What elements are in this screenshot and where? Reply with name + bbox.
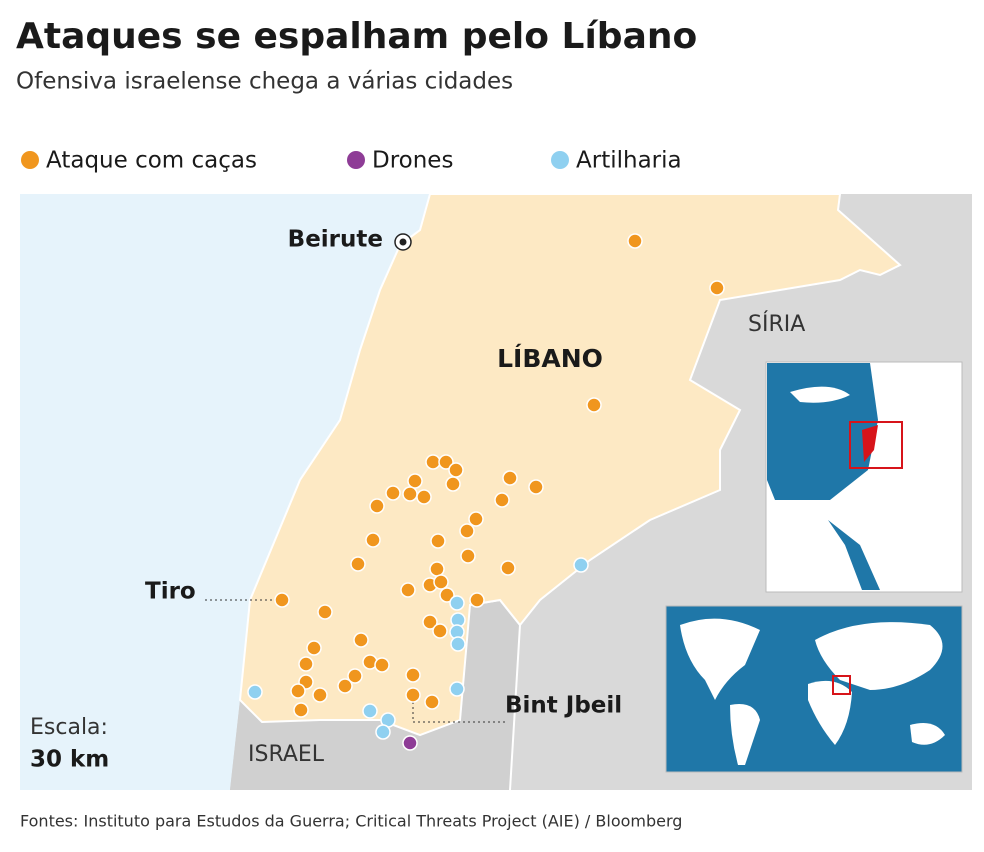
strike-marker	[500, 560, 516, 576]
strike-marker	[449, 595, 465, 611]
lebanon	[238, 193, 902, 737]
city-label: Tiro	[145, 579, 196, 605]
strike-marker	[430, 533, 446, 549]
strike-marker	[312, 687, 328, 703]
strike-marker	[416, 489, 432, 505]
strike-marker	[407, 473, 423, 489]
inset-highlight	[832, 675, 851, 695]
legend: Ataque com caças Drones Artilharia	[21, 148, 682, 174]
strike-marker	[274, 592, 290, 608]
scale-value: 30 km	[30, 747, 109, 773]
world-inset	[665, 605, 963, 773]
strike-marker	[573, 557, 589, 573]
legend-label: Drones	[372, 148, 453, 174]
strike-marker	[337, 678, 353, 694]
inset-lebanon	[862, 425, 878, 462]
inset-highlight	[849, 421, 903, 469]
map: Beirute Tiro Bint Jbeil LÍBANO SÍRIA ISR…	[20, 193, 972, 791]
inset-island	[790, 386, 850, 403]
strike-marker	[317, 604, 333, 620]
strikes	[247, 233, 725, 751]
strike-marker	[247, 684, 263, 700]
strike-marker	[502, 470, 518, 486]
country-label: ISRAEL	[248, 742, 325, 767]
strike-marker	[445, 476, 461, 492]
continent	[808, 680, 852, 745]
strike-marker	[709, 280, 725, 296]
inset-sea	[828, 520, 880, 590]
subtitle: Ofensiva israelense chega a várias cidad…	[16, 69, 513, 95]
strike-marker	[469, 592, 485, 608]
strike-marker	[459, 523, 475, 539]
strike-marker	[439, 587, 455, 603]
strike-marker	[586, 397, 602, 413]
continent	[910, 722, 945, 745]
strike-marker	[438, 454, 454, 470]
legend-swatch	[347, 151, 365, 169]
legend-label: Ataque com caças	[46, 148, 257, 174]
strike-marker	[385, 485, 401, 501]
strike-marker	[298, 656, 314, 672]
strike-marker	[369, 498, 385, 514]
strike-marker	[528, 479, 544, 495]
strike-marker	[402, 486, 418, 502]
strike-marker	[353, 632, 369, 648]
strike-marker	[362, 703, 378, 719]
leader-line	[412, 697, 505, 723]
strike-marker	[293, 702, 309, 718]
strike-marker	[449, 681, 465, 697]
strike-marker	[429, 561, 445, 577]
strike-marker	[433, 574, 449, 590]
source: Fontes: Instituto para Estudos da Guerra…	[20, 812, 682, 831]
legend-label: Artilharia	[576, 148, 682, 174]
strike-marker	[374, 657, 390, 673]
strike-marker	[468, 511, 484, 527]
city-label: Bint Jbeil	[505, 693, 622, 719]
strike-marker	[365, 532, 381, 548]
strike-marker	[405, 687, 421, 703]
strike-marker	[425, 454, 441, 470]
strike-marker	[450, 636, 466, 652]
strike-marker	[494, 492, 510, 508]
continent	[730, 704, 760, 765]
legend-swatch	[21, 151, 39, 169]
strike-marker	[290, 683, 306, 699]
strike-marker	[350, 556, 366, 572]
strike-marker	[405, 667, 421, 683]
continent	[815, 622, 943, 690]
strike-marker	[375, 724, 391, 740]
strike-marker	[432, 623, 448, 639]
scale-label: Escala:	[30, 715, 108, 740]
israel	[230, 600, 520, 790]
continent	[680, 618, 760, 700]
strike-marker	[424, 694, 440, 710]
title: Ataques se espalham pelo Líbano	[16, 16, 697, 57]
regional-inset	[765, 361, 963, 593]
country-label: LÍBANO	[497, 344, 603, 373]
country-label: SÍRIA	[748, 311, 805, 337]
strike-marker	[448, 462, 464, 478]
strike-marker	[460, 548, 476, 564]
strike-marker	[347, 668, 363, 684]
capital-marker	[399, 238, 407, 246]
strike-marker	[402, 735, 418, 751]
city-label: Beirute	[288, 227, 383, 253]
strike-marker	[627, 233, 643, 249]
strike-marker	[306, 640, 322, 656]
sea	[20, 194, 430, 790]
strike-marker	[422, 614, 438, 630]
strike-marker	[400, 582, 416, 598]
legend-swatch	[551, 151, 569, 169]
